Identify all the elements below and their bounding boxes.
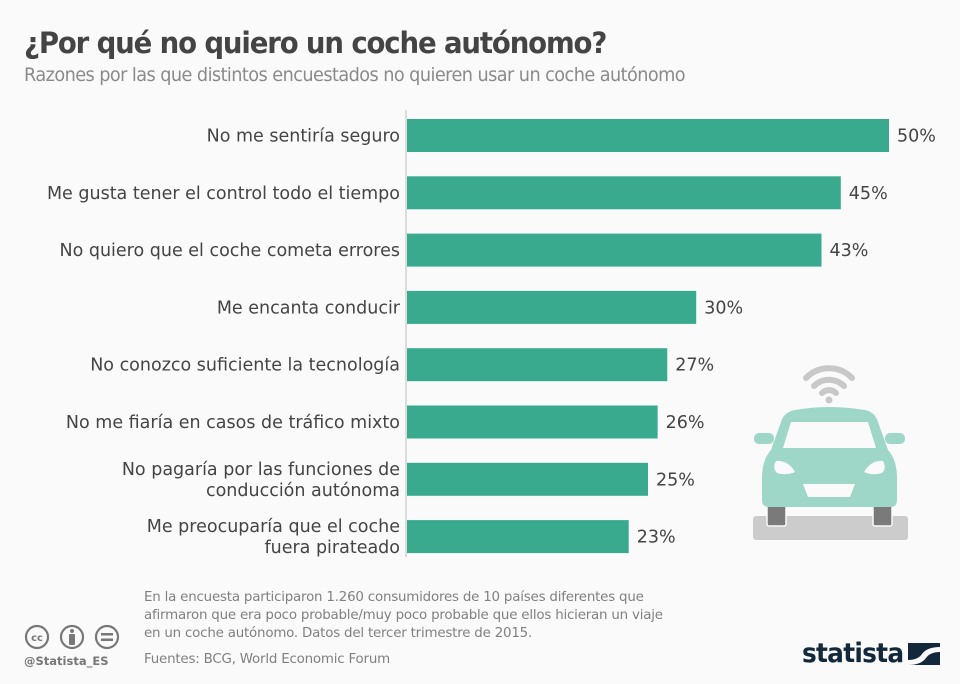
note-line: afirmaron que era poco probable/muy poco… xyxy=(144,608,663,623)
category-label: No me fiaría en casos de tráfico mixto xyxy=(66,413,400,433)
value-label: 30% xyxy=(704,298,743,318)
attribution-icon[interactable] xyxy=(59,624,85,650)
no-derivatives-icon[interactable] xyxy=(94,624,120,650)
chart-subtitle: Razones por las que distintos encuestado… xyxy=(24,64,686,86)
logo-text: statista xyxy=(802,638,904,669)
category-label: No pagaría por las funciones de xyxy=(122,460,400,480)
bar xyxy=(407,348,668,382)
category-label: Me encanta conducir xyxy=(217,298,401,318)
svg-text:cc: cc xyxy=(31,633,43,644)
category-label: Me preocuparía que el coche xyxy=(147,517,400,537)
bar xyxy=(407,520,629,554)
statista-logo[interactable]: statista xyxy=(802,638,941,669)
value-label: 25% xyxy=(656,470,695,490)
category-label: No quiero que el coche cometa errores xyxy=(59,241,400,261)
note-line: en un coche autónomo. Datos del tercer t… xyxy=(144,626,533,641)
category-label: fuera pirateado xyxy=(264,538,400,558)
value-label: 45% xyxy=(849,184,888,204)
license-icons[interactable]: cc xyxy=(24,624,124,652)
chart-title: ¿Por qué no quiero un coche autónomo? xyxy=(24,26,607,60)
value-label: 27% xyxy=(675,356,714,376)
bars-layer: 50% No me sentiría seguro 45% Me gusta tene… xyxy=(47,119,936,558)
statista-logo-icon xyxy=(908,643,941,665)
bar xyxy=(407,405,658,439)
value-label: 50% xyxy=(897,127,936,147)
car-icon xyxy=(754,407,905,507)
note-line: En la encuesta participaron 1.260 consum… xyxy=(144,590,644,605)
bar xyxy=(407,176,841,210)
category-label: Me gusta tener el control todo el tiempo xyxy=(47,184,400,204)
bar xyxy=(407,290,697,324)
category-label: No conozco suficiente la tecnología xyxy=(90,356,400,376)
wifi-icon xyxy=(803,365,855,404)
value-label: 23% xyxy=(637,528,676,548)
category-label: No me sentiría seguro xyxy=(207,127,400,147)
bar xyxy=(407,119,889,152)
bar xyxy=(407,462,648,496)
survey-note: En la encuesta participaron 1.260 consum… xyxy=(144,589,764,643)
twitter-handle[interactable]: @Statista_ES xyxy=(24,654,109,668)
road-icon xyxy=(753,516,908,540)
category-label: conducción autónoma xyxy=(206,481,400,501)
cc-icon[interactable]: cc xyxy=(24,624,50,650)
value-label: 26% xyxy=(666,413,705,433)
source-text: Fuentes: BCG, World Economic Forum xyxy=(144,652,390,667)
bar xyxy=(407,233,822,267)
value-label: 43% xyxy=(830,241,869,261)
